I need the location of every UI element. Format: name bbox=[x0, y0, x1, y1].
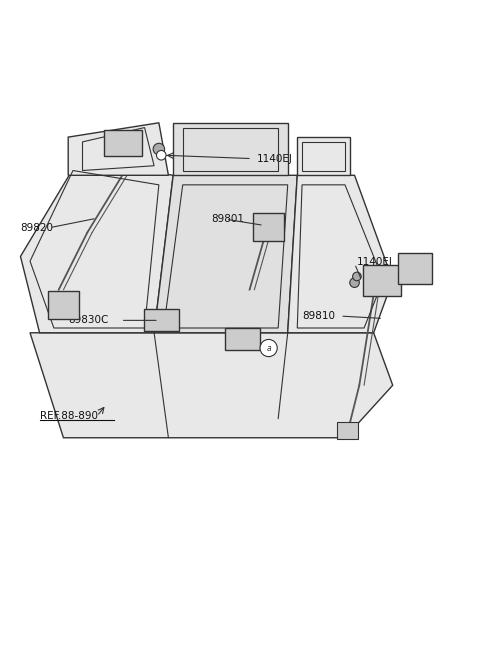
Text: a: a bbox=[266, 344, 271, 354]
Polygon shape bbox=[297, 137, 350, 175]
Text: REF.88-890: REF.88-890 bbox=[39, 411, 97, 421]
FancyBboxPatch shape bbox=[398, 253, 432, 284]
Polygon shape bbox=[30, 333, 393, 438]
Circle shape bbox=[353, 272, 361, 281]
FancyBboxPatch shape bbox=[225, 329, 260, 350]
Circle shape bbox=[260, 339, 277, 357]
Circle shape bbox=[153, 143, 165, 155]
Circle shape bbox=[156, 150, 166, 160]
FancyBboxPatch shape bbox=[144, 310, 179, 331]
Polygon shape bbox=[154, 175, 297, 333]
Text: 1140EJ: 1140EJ bbox=[357, 257, 393, 267]
FancyBboxPatch shape bbox=[337, 422, 358, 439]
Text: 89801: 89801 bbox=[211, 215, 244, 224]
Polygon shape bbox=[173, 123, 288, 175]
FancyBboxPatch shape bbox=[104, 130, 142, 156]
Text: 89830C: 89830C bbox=[68, 316, 108, 325]
FancyBboxPatch shape bbox=[253, 213, 284, 241]
Text: 89820: 89820 bbox=[21, 223, 53, 233]
Polygon shape bbox=[288, 175, 393, 333]
Text: 89810: 89810 bbox=[302, 311, 335, 321]
Circle shape bbox=[350, 278, 360, 287]
Polygon shape bbox=[68, 123, 168, 175]
Polygon shape bbox=[21, 161, 173, 333]
FancyBboxPatch shape bbox=[48, 291, 79, 319]
FancyBboxPatch shape bbox=[363, 264, 401, 296]
Text: 1140EJ: 1140EJ bbox=[257, 154, 293, 163]
